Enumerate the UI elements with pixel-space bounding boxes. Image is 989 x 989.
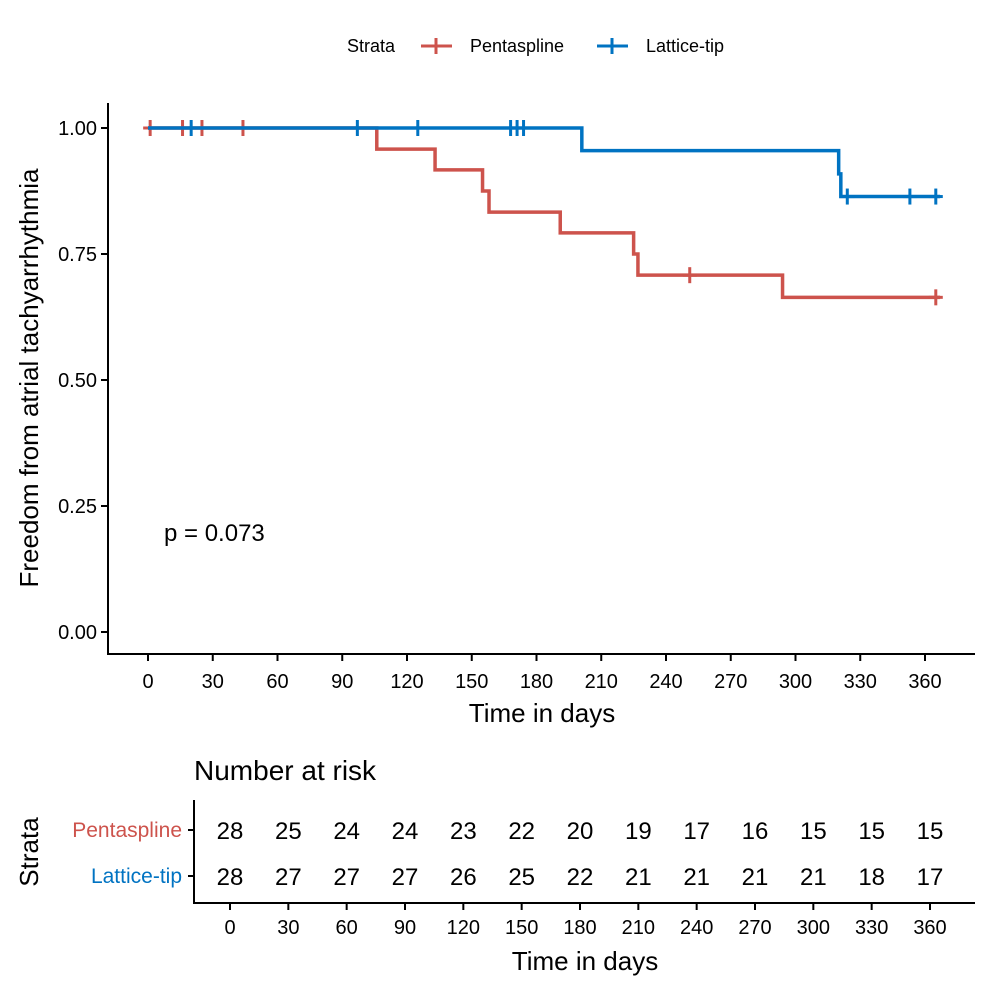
risk-value: 22 (508, 818, 535, 845)
x-tick-label: 30 (202, 671, 224, 693)
risk-value: 19 (625, 818, 652, 845)
legend: Strata Pentaspline Lattice-tip (347, 36, 724, 56)
y-tick-label: 0.75 (58, 244, 97, 266)
risk-value: 22 (567, 864, 594, 891)
risk-value: 17 (917, 864, 944, 891)
x-tick-label: 300 (779, 671, 812, 693)
risk-value: 21 (800, 864, 827, 891)
p-value-annotation: p = 0.073 (164, 520, 265, 547)
censor-mark (928, 188, 943, 205)
risk-value: 15 (858, 818, 885, 845)
y-tick-label: 0.50 (58, 370, 97, 392)
risk-value: 28 (217, 864, 244, 891)
series-pentaspline (143, 120, 943, 306)
x-tick-label: 330 (844, 671, 877, 693)
risk-value: 27 (392, 864, 419, 891)
risk-value: 24 (333, 818, 360, 845)
legend-key-pentaspline (421, 38, 452, 54)
survival-line (148, 126, 941, 300)
censor-mark (410, 120, 425, 136)
risk-x-tick-label: 300 (797, 917, 830, 939)
risk-x-tick-label: 0 (224, 917, 235, 939)
x-tick-label: 360 (908, 671, 941, 693)
risk-value: 24 (392, 818, 419, 845)
risk-table-rows: Pentaspline 28 25 24 24 23 22 20 19 17 16 15 15 15 Lat… (72, 818, 943, 891)
x-tick-label: 150 (455, 671, 488, 693)
risk-row-label: Lattice-tip (91, 865, 182, 888)
risk-x-tick-label: 210 (622, 917, 655, 939)
x-tick-label: 60 (266, 671, 288, 693)
risk-value: 17 (683, 818, 710, 845)
censor-mark (516, 120, 531, 136)
x-tick-label: 90 (331, 671, 353, 693)
risk-value: 21 (742, 864, 769, 891)
risk-row-label: Pentaspline (72, 819, 182, 842)
risk-table-xlabel: Time in days (512, 946, 658, 976)
risk-x-tick-label: 240 (680, 917, 713, 939)
risk-value: 26 (450, 864, 477, 891)
risk-value: 25 (508, 864, 535, 891)
x-tick-label: 270 (714, 671, 747, 693)
survival-curves (143, 120, 943, 306)
x-axis-title: Time in days (469, 698, 615, 728)
risk-row-pentaspline: Pentaspline 28 25 24 24 23 22 20 19 17 16 15 15 15 (72, 818, 943, 845)
risk-value: 21 (683, 864, 710, 891)
y-axis-title: Freedom from atrial tachyarrhythmia (14, 168, 44, 588)
risk-x-tick-label: 150 (505, 917, 538, 939)
risk-x-tick-label: 360 (913, 917, 946, 939)
legend-key-lattice-tip (597, 38, 628, 54)
y-ticks: 0.00 0.25 0.50 0.75 1.00 (58, 118, 108, 644)
censor-mark (184, 120, 199, 136)
risk-x-tick-label: 120 (447, 917, 480, 939)
risk-value: 25 (275, 818, 302, 845)
risk-value: 15 (917, 818, 944, 845)
x-tick-label: 240 (649, 671, 682, 693)
risk-x-tick-label: 90 (394, 917, 416, 939)
risk-row-lattice-tip: Lattice-tip 28 27 27 27 26 25 22 21 21 21 21 18 17 (91, 864, 943, 891)
x-tick-label: 210 (585, 671, 618, 693)
risk-x-tick-label: 30 (277, 917, 299, 939)
y-tick-label: 0.25 (58, 496, 97, 518)
risk-value: 27 (275, 864, 302, 891)
risk-value: 21 (625, 864, 652, 891)
censor-mark (682, 267, 697, 284)
main-axes (107, 103, 975, 655)
x-tick-label: 120 (390, 671, 423, 693)
y-tick-label: 0.00 (58, 622, 97, 644)
risk-x-tick-label: 330 (855, 917, 888, 939)
risk-x-ticks: 0 30 60 90 120 150 180 210 240 270 300 330 360 (224, 903, 947, 939)
risk-value: 28 (217, 818, 244, 845)
risk-value: 15 (800, 818, 827, 845)
censor-mark (928, 289, 943, 306)
risk-value: 20 (567, 818, 594, 845)
risk-table-title: Number at risk (194, 755, 377, 786)
risk-x-tick-label: 180 (563, 917, 596, 939)
legend-label-lattice-tip: Lattice-tip (646, 36, 724, 56)
risk-value: 18 (858, 864, 885, 891)
x-ticks: 0 30 60 90 120 150 180 210 240 270 300 330 360 (142, 654, 942, 693)
y-tick-label: 1.00 (58, 118, 97, 140)
risk-value: 23 (450, 818, 477, 845)
risk-x-tick-label: 60 (336, 917, 358, 939)
censor-mark (840, 188, 855, 205)
survival-line (148, 126, 941, 199)
x-tick-label: 0 (142, 671, 153, 693)
censor-mark (902, 188, 917, 205)
series-lattice-tip (148, 120, 943, 205)
risk-table-ylabel: Strata (14, 817, 44, 887)
risk-x-tick-label: 270 (738, 917, 771, 939)
legend-title: Strata (347, 36, 396, 56)
legend-label-pentaspline: Pentaspline (470, 36, 564, 56)
x-tick-label: 180 (520, 671, 553, 693)
risk-value: 27 (333, 864, 360, 891)
risk-value: 16 (742, 818, 769, 845)
censor-mark (350, 120, 365, 136)
